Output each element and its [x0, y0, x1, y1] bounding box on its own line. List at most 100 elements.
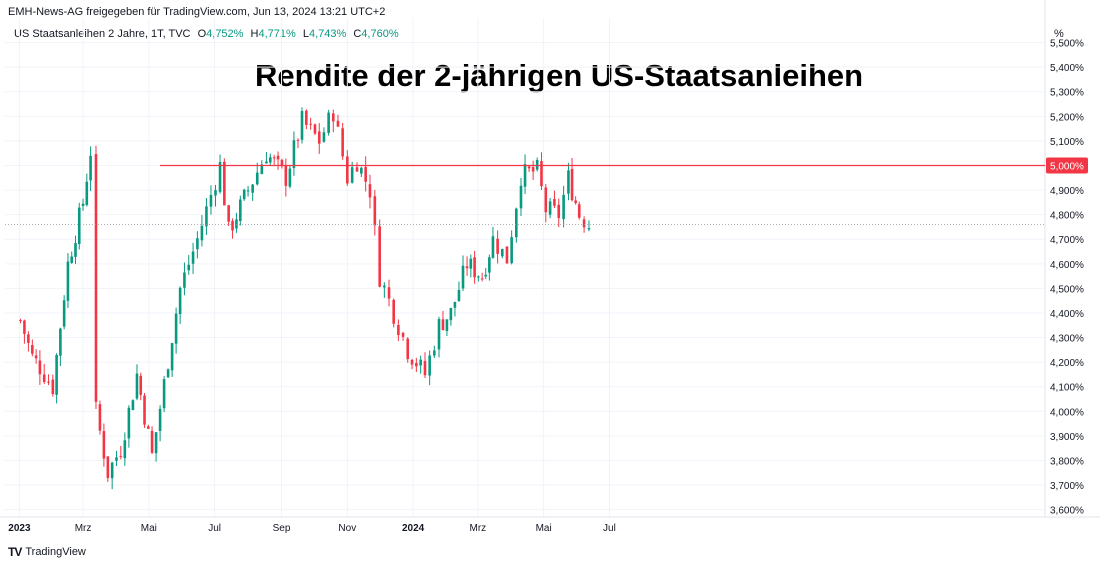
candle-body [419, 359, 422, 366]
y-tick-label: 4,100% [1050, 383, 1084, 394]
candle-body [292, 140, 296, 169]
candle-body [131, 400, 135, 411]
candle-body [428, 355, 431, 376]
candle-body [59, 328, 62, 356]
y-tick-label: 4,900% [1050, 186, 1084, 197]
y-tick-label: 4,300% [1050, 334, 1084, 345]
candle-body [327, 112, 330, 133]
candle-body [209, 194, 213, 207]
candle-body [527, 166, 531, 169]
candle-body [587, 228, 591, 230]
x-tick-label: Sep [273, 523, 291, 534]
candle-body [150, 430, 154, 453]
candle-body [473, 257, 476, 278]
candle-body [89, 155, 92, 181]
candle-body [187, 264, 191, 271]
candle-body [246, 190, 250, 192]
low-value: 4,743% [308, 28, 347, 40]
candle-body [77, 207, 81, 244]
level-price-label: 5,000% [1050, 161, 1084, 172]
candle-body [535, 160, 539, 170]
candle-body [577, 204, 581, 218]
candle-body [51, 379, 55, 395]
candle-body [500, 248, 504, 257]
candle-body [280, 159, 284, 167]
candle-body [355, 167, 359, 172]
y-tick-label: 5,200% [1050, 112, 1084, 123]
candle-body [488, 257, 491, 273]
candle-body [70, 256, 74, 263]
candle-body [268, 157, 272, 163]
candle-body [288, 168, 292, 187]
candle-body [251, 184, 254, 193]
y-axis-unit: % [1054, 28, 1064, 40]
symbol-legend: US Staatsanleihen 2 Jahre, 1T, TVC O4,75… [14, 28, 399, 40]
candle-body [239, 199, 242, 222]
y-tick-label: 4,800% [1050, 211, 1084, 222]
candle-body [227, 205, 230, 222]
candle-body [214, 190, 217, 196]
chart-header: EMH-News-AG freigegeben für TradingView.… [8, 6, 386, 18]
candle-body [557, 204, 561, 219]
candle-body [42, 374, 46, 382]
x-tick-label: Mai [141, 523, 157, 534]
candle-body [423, 360, 427, 376]
candle-body [491, 236, 495, 258]
candle-body [378, 226, 381, 287]
candle-body [62, 300, 66, 327]
candle-body [368, 184, 372, 198]
candle-body [519, 185, 523, 209]
candle-body [81, 203, 85, 206]
x-tick-label: 2024 [402, 523, 425, 534]
y-tick-label: 3,800% [1050, 456, 1084, 467]
y-tick-label: 4,400% [1050, 309, 1084, 320]
candle-body [437, 319, 441, 350]
candle-body [223, 161, 226, 206]
candle-body [200, 225, 204, 241]
candle-body [469, 258, 473, 269]
high-value: 4,771% [258, 28, 296, 40]
candle-body [505, 246, 509, 264]
x-tick-label: 2023 [8, 523, 31, 534]
symbol-name: US Staatsanleihen 2 Jahre, 1T, TVC [14, 28, 191, 40]
candle-body [322, 132, 326, 142]
tradingview-brand: TV TradingView [8, 545, 86, 559]
candle-body [346, 156, 349, 184]
candle-body [196, 238, 199, 250]
candle-body [47, 381, 50, 383]
candle-body [119, 455, 123, 457]
candle-body [401, 332, 405, 337]
y-tick-label: 5,400% [1050, 63, 1084, 74]
candle-body [373, 196, 377, 226]
x-tick-label: Nov [338, 523, 356, 534]
brand-name: TradingView [25, 546, 86, 558]
candle-body [341, 128, 344, 157]
candle-body [544, 187, 548, 213]
candle-body [445, 319, 449, 332]
candle-body [158, 408, 162, 431]
candle-body [383, 285, 386, 288]
candle-body [410, 359, 414, 365]
candle-body [392, 299, 396, 324]
candle-body [218, 161, 222, 192]
candle-body [317, 131, 321, 144]
open-value: 4,752% [206, 28, 244, 40]
candle-body [23, 320, 26, 334]
candle-body [406, 338, 410, 360]
candle-body [276, 155, 280, 160]
candle-body [480, 278, 484, 280]
candle-body [562, 194, 565, 220]
candle-body [146, 426, 150, 429]
candle-body [19, 320, 22, 322]
candle-body [166, 369, 170, 378]
candle-body [496, 238, 499, 254]
candle-body [305, 110, 308, 125]
candle-body [27, 334, 30, 343]
candle-body [170, 343, 174, 371]
candle-body [531, 167, 535, 172]
x-tick-label: Jul [603, 523, 616, 534]
candle-body [139, 375, 143, 395]
candle-body [284, 165, 288, 186]
candle-body [106, 456, 110, 478]
